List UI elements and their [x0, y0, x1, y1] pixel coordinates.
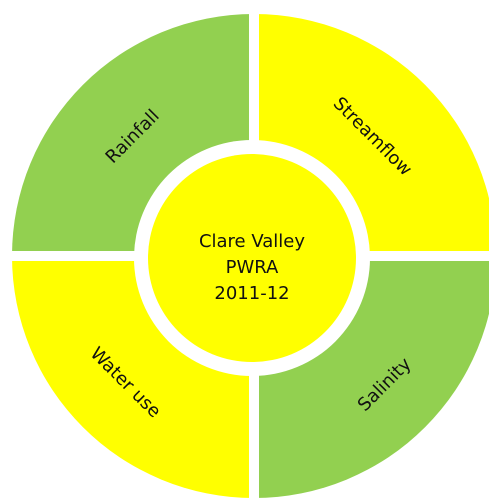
- center-line: Clare Valley: [199, 231, 305, 252]
- center-line: 2011-12: [214, 283, 289, 304]
- center-circle: [148, 154, 356, 362]
- center-line: PWRA: [226, 257, 279, 278]
